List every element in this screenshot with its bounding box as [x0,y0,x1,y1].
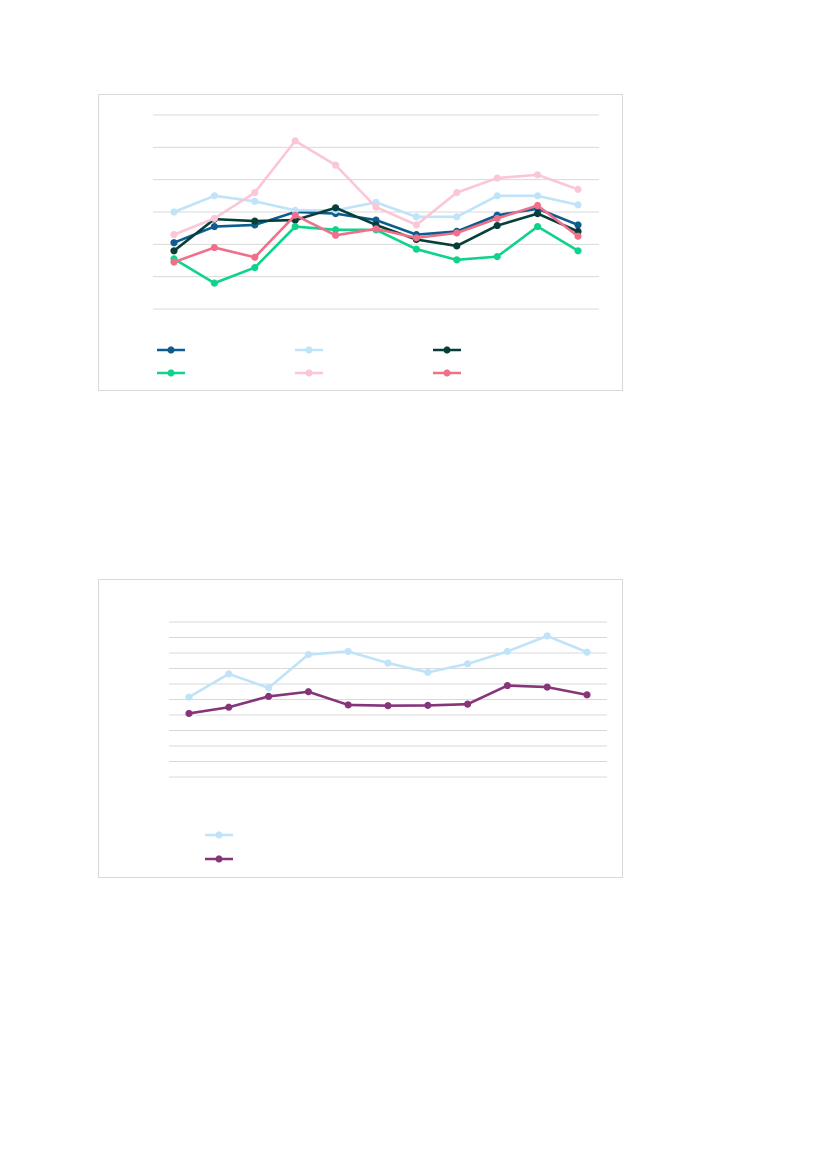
series-1-point [464,660,472,668]
series-2-point [225,703,233,711]
series-6-point [534,201,542,210]
series-1-point [424,668,432,676]
legend-marker-1 [215,831,223,839]
series-2-point [210,192,218,200]
series-2-point [185,709,193,718]
line-chart-2 [98,579,623,878]
series-3-point [534,210,542,218]
series-1-point [225,670,233,678]
series-5-point [210,214,218,223]
series-4-point [332,226,340,234]
series-2-point [344,701,352,709]
series-1-point [170,239,178,247]
series-2-point [453,213,461,221]
legend-marker-6 [443,369,451,377]
series-4-point [210,279,218,287]
series-5-point [372,203,380,211]
series-5-point [251,189,259,197]
series-1-point [265,684,273,692]
legend-marker-2 [305,346,313,354]
series-2-point [170,208,178,216]
series-6-point [412,234,420,242]
series-6-point [291,211,299,219]
chart-2-svg [169,621,607,863]
legend-marker-5 [305,369,313,377]
series-2-point [464,700,472,708]
series-6-point [493,214,501,223]
series-4-point [534,222,542,231]
legend-marker-2 [215,855,223,863]
series-2-point [534,192,542,200]
series-1-point [304,650,312,659]
series-6-point [251,253,259,261]
line-chart-1 [98,94,623,391]
series-2-point [543,683,551,691]
series-6-line [173,204,579,264]
series-5-point [332,161,340,169]
series-2-point [493,192,501,200]
series-1-point [344,647,352,656]
legend-marker-1 [167,346,175,354]
series-4-point [493,253,501,261]
series-1-point [210,222,218,231]
series-2-point [304,688,312,696]
series-6-point [332,231,340,239]
series-2-point [424,701,432,709]
series-6-point [210,243,218,252]
series-3-point [332,204,340,212]
series-5-point [574,185,582,193]
series-3-point [251,217,259,225]
series-3-point [493,221,501,230]
series-2-point [384,702,392,710]
legend-marker-4 [167,369,175,377]
series-1-point [574,221,582,229]
series-1-point [543,632,551,640]
series-6-point [453,229,461,237]
series-2-point [574,201,582,209]
series-5-point [534,171,542,179]
series-1-point [583,648,591,656]
series-5-point [412,221,420,229]
series-1-point [384,659,392,667]
series-5-point [453,189,461,197]
series-4-point [453,256,461,264]
series-2-point [412,213,420,221]
series-6-point [170,258,178,266]
series-3-point [170,247,178,255]
series-3-point [453,242,461,250]
series-4-point [574,247,582,255]
series-4-point [412,245,420,253]
series-4-line [173,225,579,285]
series-1-point [503,647,511,656]
series-6-point [574,232,582,240]
series-4-point [291,222,299,231]
series-1-point [185,693,193,701]
series-2-point [251,197,259,205]
series-5-point [170,231,178,239]
legend-marker-3 [443,346,451,354]
chart-1-svg [153,114,599,377]
series-6-point [372,225,380,233]
series-2-point [503,681,511,690]
series-2-point [265,692,273,700]
series-5-point [291,137,299,145]
series-4-point [251,264,259,272]
series-5-point [493,174,501,182]
series-2-point [583,691,591,699]
